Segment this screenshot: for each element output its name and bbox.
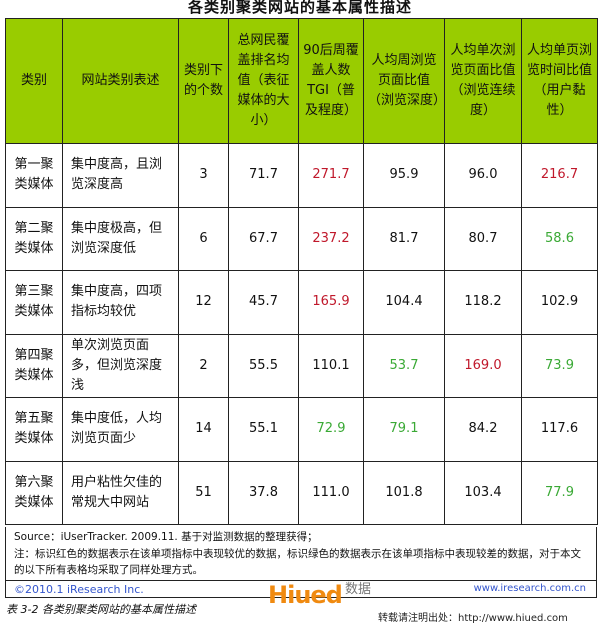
table-row: 第四聚类媒体 单次浏览页面多，但浏览深度浅 2 55.5 110.1 53.7 169.0 7… bbox=[5, 333, 598, 398]
single-cell: 169.0 bbox=[444, 333, 522, 398]
rank-cell: 37.8 bbox=[228, 460, 299, 525]
repost-notice: 转载请注明出处：http://www.hiued.com bbox=[378, 613, 568, 624]
time-cell: 102.9 bbox=[521, 270, 598, 335]
time-cell: 58.6 bbox=[521, 206, 598, 271]
rank-cell: 45.7 bbox=[228, 270, 299, 335]
week-cell: 79.1 bbox=[363, 397, 445, 462]
table-row: 第五聚类媒体 集中度低，人均浏览页面少 14 55.1 72.9 79.1 84.2 117.… bbox=[5, 397, 598, 462]
n-cell: 6 bbox=[178, 206, 229, 271]
time-cell: 117.6 bbox=[521, 397, 598, 462]
single-cell: 103.4 bbox=[444, 460, 522, 525]
watermark-logo: Hiued bbox=[268, 581, 343, 609]
category-cell: 第六聚类媒体 bbox=[5, 460, 63, 525]
rank-cell: 55.1 bbox=[228, 397, 299, 462]
column-header: 人均单次浏览页面比值（浏览连续度） bbox=[444, 18, 522, 144]
site-url: www.iresearch.com.cn bbox=[473, 583, 586, 594]
category-cell: 第二聚类媒体 bbox=[5, 206, 63, 271]
column-header: 总网民覆盖排名均值（表征媒体的大小） bbox=[228, 18, 299, 144]
single-cell: 96.0 bbox=[444, 143, 522, 208]
category-cell: 第四聚类媒体 bbox=[5, 333, 63, 398]
category-cell: 第三聚类媒体 bbox=[5, 270, 63, 335]
table-row: 第二聚类媒体 集中度极高，但浏览深度低 6 67.7 237.2 81.7 80.7 58.6 bbox=[5, 206, 598, 271]
week-cell: 53.7 bbox=[363, 333, 445, 398]
watermark-sub: 数据 bbox=[345, 582, 372, 597]
single-cell: 84.2 bbox=[444, 397, 522, 462]
table-row: 第六聚类媒体 用户粘性欠佳的常规大中网站 51 37.8 111.0 101.8 103.4… bbox=[5, 460, 598, 525]
week-cell: 101.8 bbox=[363, 460, 445, 525]
table-row: 第三聚类媒体 集中度高，四项指标均较优 12 45.7 165.9 104.4 118.2 1… bbox=[5, 270, 598, 335]
time-cell: 216.7 bbox=[521, 143, 598, 208]
copyright: ©2010.1 iResearch Inc. bbox=[6, 580, 596, 597]
n-cell: 51 bbox=[178, 460, 229, 525]
source-note: Source：iUserTracker. 2009.11. 基于对监测数据的整理… bbox=[14, 531, 318, 543]
tgi-cell: 271.7 bbox=[298, 143, 364, 208]
category-cell: 第五聚类媒体 bbox=[5, 397, 63, 462]
tgi-cell: 237.2 bbox=[298, 206, 364, 271]
tgi-cell: 165.9 bbox=[298, 270, 364, 335]
single-cell: 118.2 bbox=[444, 270, 522, 335]
tgi-cell: 111.0 bbox=[298, 460, 364, 525]
table-footer: Source：iUserTracker. 2009.11. 基于对监测数据的整理… bbox=[5, 527, 597, 598]
n-cell: 14 bbox=[178, 397, 229, 462]
column-header: 类别下的个数 bbox=[178, 18, 229, 144]
description-cell: 用户粘性欠佳的常规大中网站 bbox=[62, 460, 179, 525]
single-cell: 80.7 bbox=[444, 206, 522, 271]
week-cell: 81.7 bbox=[363, 206, 445, 271]
rank-cell: 71.7 bbox=[228, 143, 299, 208]
n-cell: 2 bbox=[178, 333, 229, 398]
header-row: 类别 网站类别表述 类别下的个数 总网民覆盖排名均值（表征媒体的大小） 90后周覆盖人数… bbox=[5, 18, 598, 144]
description-cell: 单次浏览页面多，但浏览深度浅 bbox=[62, 333, 179, 398]
description-cell: 集中度极高，但浏览深度低 bbox=[62, 206, 179, 271]
description-cell: 集中度低，人均浏览页面少 bbox=[62, 397, 179, 462]
figure-caption: 表 3-2 各类别聚类网站的基本属性描述 bbox=[6, 603, 196, 616]
time-cell: 77.9 bbox=[521, 460, 598, 525]
color-note: 注：标识红色的数据表示在该单项指标中表现较优的数据，标识绿色的数据表示在该单项指… bbox=[14, 548, 581, 576]
column-header: 类别 bbox=[5, 18, 63, 144]
week-cell: 104.4 bbox=[363, 270, 445, 335]
n-cell: 3 bbox=[178, 143, 229, 208]
attribute-table: 类别 网站类别表述 类别下的个数 总网民覆盖排名均值（表征媒体的大小） 90后周覆盖人数… bbox=[5, 18, 598, 525]
n-cell: 12 bbox=[178, 270, 229, 335]
description-cell: 集中度高，四项指标均较优 bbox=[62, 270, 179, 335]
column-header: 人均单页浏览时间比值（用户黏性） bbox=[521, 18, 598, 144]
week-cell: 95.9 bbox=[363, 143, 445, 208]
table-row: 第一聚类媒体 集中度高，且浏览深度高 3 71.7 271.7 95.9 96.0 216.7 bbox=[5, 143, 598, 208]
rank-cell: 55.5 bbox=[228, 333, 299, 398]
table-title: 各类别聚类网站的基本属性描述 bbox=[187, 0, 412, 16]
tgi-cell: 110.1 bbox=[298, 333, 364, 398]
time-cell: 73.9 bbox=[521, 333, 598, 398]
rank-cell: 67.7 bbox=[228, 206, 299, 271]
tgi-cell: 72.9 bbox=[298, 397, 364, 462]
description-cell: 集中度高，且浏览深度高 bbox=[62, 143, 179, 208]
column-header: 90后周覆盖人数 TGI（普及程度） bbox=[298, 18, 364, 144]
column-header: 人均周浏览页面比值（浏览深度） bbox=[363, 18, 446, 144]
category-cell: 第一聚类媒体 bbox=[5, 143, 63, 208]
column-header: 网站类别表述 bbox=[62, 18, 179, 144]
